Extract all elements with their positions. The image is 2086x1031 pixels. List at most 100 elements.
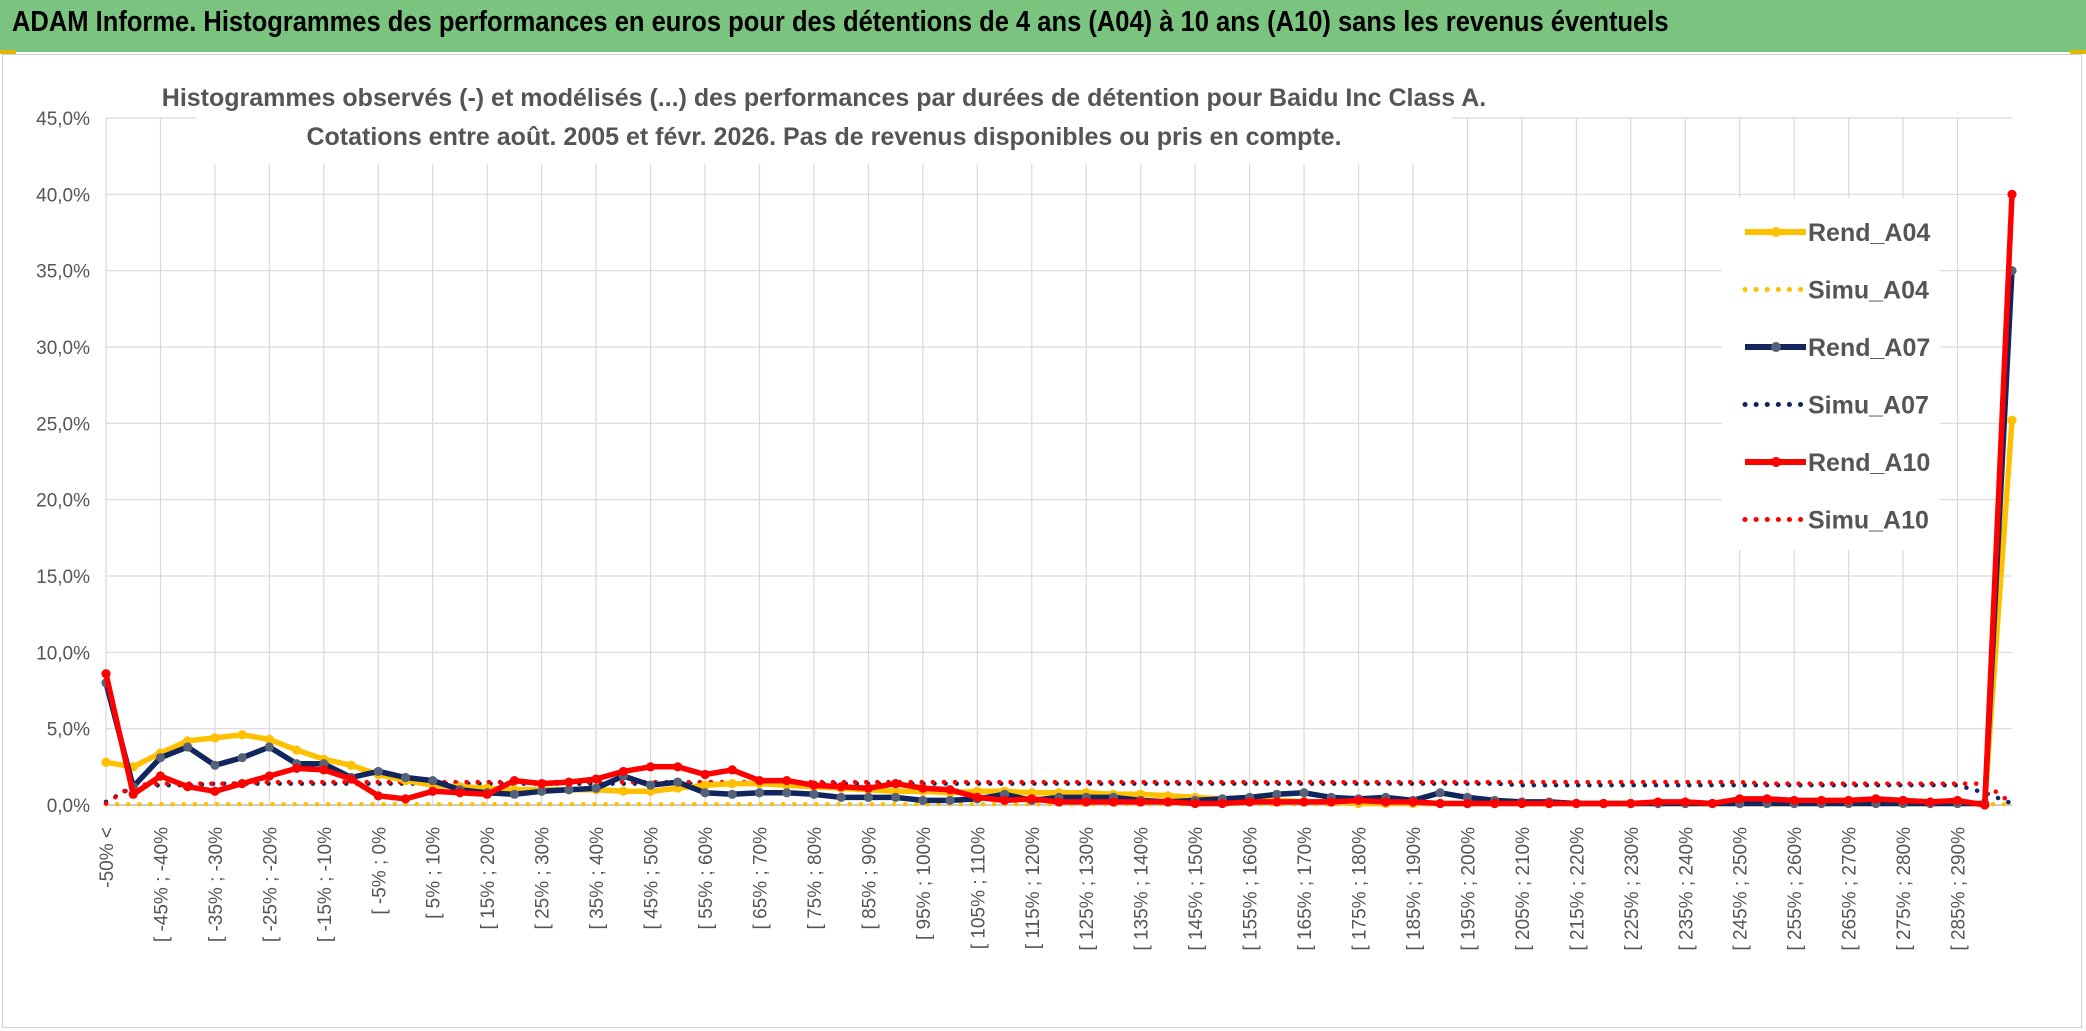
x-axis: -50% < [ -45% ; -40% [ -35% ; -30% [ -25% ;… (97, 827, 1970, 951)
data-point (1707, 798, 1718, 809)
y-tick-label: 25,0% (36, 414, 90, 435)
x-tick-label: [ -5% ; 0% (369, 827, 390, 915)
x-tick-label: [ 145% ; 150% (1186, 827, 1207, 951)
data-point (292, 763, 302, 773)
data-point (564, 777, 574, 787)
legend-marker (1771, 342, 1781, 352)
data-point (346, 760, 356, 770)
data-point (183, 782, 193, 792)
data-point (210, 760, 220, 770)
x-tick-label: [ 215% ; 220% (1567, 827, 1588, 951)
data-point (1816, 795, 1826, 806)
chart-title: Histogrammes observés (-) et modélisés (… (162, 84, 1486, 112)
data-point (1626, 798, 1636, 809)
data-point (1081, 797, 1091, 807)
y-tick-label: 45,0% (36, 109, 90, 130)
data-point (237, 730, 247, 740)
data-point (1653, 797, 1663, 807)
data-point (509, 775, 520, 786)
data-point (428, 786, 438, 796)
y-tick-label: 10,0% (36, 643, 90, 664)
x-tick-label: [ 15% ; 20% (478, 827, 499, 930)
data-point (1925, 797, 1935, 807)
x-tick-label: -50% < (97, 827, 118, 888)
data-point (210, 786, 220, 796)
x-tick-label: [ 85% ; 90% (859, 827, 880, 930)
series-layer (101, 189, 2017, 810)
x-tick-label: [ 45% ; 50% (642, 827, 663, 930)
data-point (700, 780, 710, 790)
data-point (1027, 794, 1037, 804)
data-point (346, 774, 356, 784)
legend-label: Simu_A07 (1808, 392, 1929, 420)
data-point (618, 766, 628, 777)
x-tick-label: [ 135% ; 140% (1132, 827, 1153, 951)
data-point (999, 795, 1010, 806)
data-point (264, 771, 274, 781)
data-point (509, 789, 520, 799)
data-point (1898, 795, 1908, 806)
legend-marker (1771, 227, 1781, 237)
banner-accent-left (0, 50, 16, 54)
data-point (591, 774, 601, 784)
data-point (2007, 415, 2017, 425)
x-tick-label: [ -25% ; -20% (260, 827, 281, 942)
data-point (1598, 798, 1609, 809)
data-point (918, 783, 928, 793)
x-tick-label: [ 265% ; 270% (1840, 827, 1861, 951)
data-point (673, 777, 683, 787)
data-point (863, 792, 874, 802)
data-point (1408, 797, 1418, 807)
data-point (1299, 788, 1309, 798)
legend-entry-Simu_A07: Simu_A07 (1742, 392, 1929, 420)
data-point (700, 788, 710, 798)
data-point (645, 780, 656, 790)
legend-label: Rend_A04 (1808, 219, 1930, 247)
legend-label: Simu_A10 (1808, 507, 1929, 535)
y-tick-label: 15,0% (36, 567, 90, 588)
x-tick-label: [ 105% ; 110% (968, 827, 989, 949)
data-point (101, 757, 111, 767)
data-point (1462, 798, 1473, 809)
x-tick-label: [ 65% ; 70% (750, 827, 771, 930)
data-point (537, 779, 547, 789)
legend-entry-Simu_A10: Simu_A10 (1742, 507, 1929, 535)
data-point (1217, 798, 1227, 809)
legend: Rend_A04 Simu_A04 Rend_A07 Simu_A07 Rend_A10… (1722, 198, 1940, 550)
data-point (264, 742, 274, 752)
data-point (482, 789, 492, 799)
data-point (891, 779, 901, 789)
data-point (1735, 794, 1745, 804)
x-tick-label: [ 185% ; 190% (1404, 827, 1425, 951)
x-tick-label: [ 25% ; 30% (533, 827, 554, 930)
data-point (1544, 798, 1554, 809)
data-point (1435, 788, 1445, 798)
legend-marker (1771, 457, 1781, 467)
data-point (264, 734, 274, 744)
data-point (564, 785, 574, 795)
x-tick-label: [ 255% ; 260% (1785, 827, 1806, 951)
x-tick-label: [ 205% ; 210% (1513, 827, 1534, 951)
y-tick-label: 30,0% (36, 338, 90, 359)
x-tick-label: [ 155% ; 160% (1241, 827, 1262, 951)
x-tick-label: [ 245% ; 250% (1731, 827, 1752, 951)
data-point (754, 788, 765, 798)
data-point (1680, 797, 1690, 807)
data-point (1190, 798, 1200, 809)
legend-label: Rend_A10 (1808, 449, 1930, 477)
legend-entry-Rend_A07: Rend_A07 (1745, 334, 1930, 362)
data-point (591, 783, 601, 793)
banner-accent-right (2070, 50, 2086, 54)
data-point (210, 733, 220, 743)
data-point (1762, 794, 1772, 804)
data-point (782, 788, 792, 798)
y-tick-label: 5,0% (47, 720, 90, 741)
legend-entry-Simu_A04: Simu_A04 (1742, 277, 1929, 305)
data-point (128, 789, 138, 799)
x-tick-label: [ 115% ; 120% (1023, 827, 1044, 949)
y-axis: 0,0% 5,0% 10,0% 15,0% 20,0% 25,0% 30,0% 35,0% 40… (36, 109, 90, 817)
data-point (754, 775, 765, 786)
x-tick-label: [ 275% ; 280% (1894, 827, 1915, 951)
chart-frame (2, 54, 2082, 1028)
data-point (1272, 797, 1282, 807)
